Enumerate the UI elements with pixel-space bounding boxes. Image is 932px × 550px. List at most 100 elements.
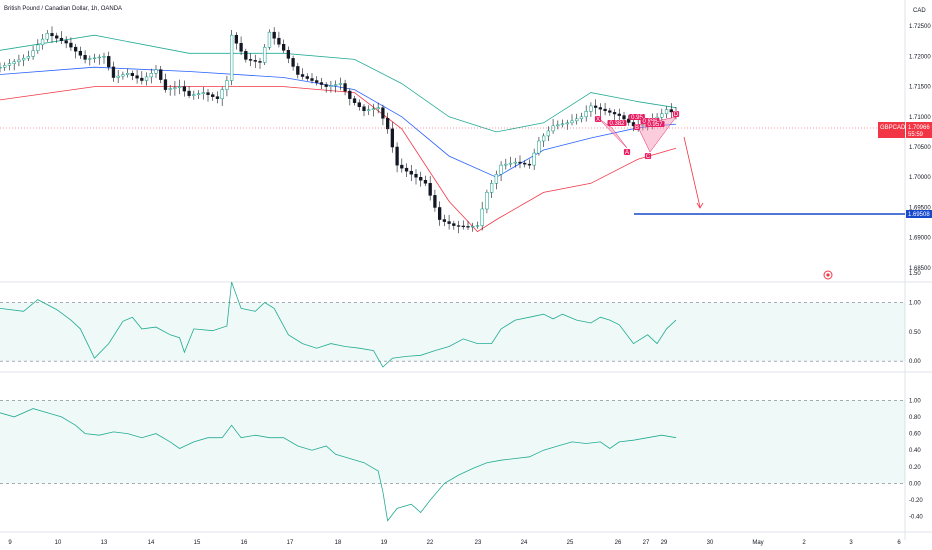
candle-body: [17, 59, 21, 63]
candle-body: [253, 60, 257, 62]
price-axis-currency: CAD: [913, 8, 926, 14]
moving-average-line: [0, 66, 677, 178]
projection-arrow: [683, 136, 704, 209]
candle-body: [442, 219, 447, 222]
price-axis-tick: 1.68500: [909, 266, 931, 272]
candle-body: [371, 108, 376, 110]
candle-body: [116, 75, 120, 78]
time-axis-tick: 24: [521, 540, 528, 546]
candle-body: [211, 94, 215, 97]
time-axis-tick: 25: [567, 540, 574, 546]
candle-body: [88, 58, 92, 60]
price-pane[interactable]: 1.72500 1.72000 1.71500 1.71000 1.70500 1.700…: [0, 24, 931, 272]
candle-body: [508, 162, 513, 165]
time-axis-tick: 22: [427, 540, 434, 546]
oscillator-axis-tick: 1.50: [909, 271, 921, 277]
time-axis-tick: 10: [55, 540, 62, 546]
time-axis-tick: 9: [8, 540, 12, 546]
candle-body: [603, 108, 607, 112]
oscillator-axis-tick: -0.20: [909, 498, 923, 504]
candle-body: [55, 35, 59, 39]
candle-body: [50, 33, 54, 37]
candle-body: [400, 164, 404, 169]
candle-body: [182, 86, 187, 92]
last-price-symbol: GBPCAD: [880, 125, 906, 131]
time-axis-tick: 30: [707, 540, 714, 546]
candle-body: [475, 225, 480, 227]
candle-body: [466, 226, 470, 228]
candle-body: [409, 170, 413, 175]
oscillator-axis-tick: -0.40: [909, 515, 923, 521]
pattern-label-bg: [594, 116, 602, 122]
time-axis[interactable]: 9 10 13 14 15 16 17 18 19 22 23 24 25 26 27 29 30 May 2 3 6: [0, 531, 932, 546]
candle-body: [187, 90, 191, 96]
pattern-label-bg: [633, 124, 641, 130]
candle-body: [107, 56, 111, 68]
target-price-tag[interactable]: 1.69508: [906, 210, 932, 218]
candle-body: [206, 92, 210, 95]
time-axis-tick: May: [752, 540, 763, 546]
candle-body: [584, 111, 588, 118]
candle-body: [215, 96, 220, 99]
oscillator-pane-2[interactable]: 1.00 0.80 0.60 0.40 0.20 0.00 -0.20 -0.40: [0, 371, 932, 522]
candle-body: [159, 69, 163, 80]
pattern-label: 0.957: [647, 122, 663, 128]
candle-body: [201, 92, 205, 94]
time-axis-tick: 23: [475, 540, 482, 546]
candle-body: [26, 56, 31, 59]
candle-body: [319, 82, 324, 85]
candle-body: [352, 98, 357, 103]
price-axis-tick: 1.71500: [909, 85, 931, 91]
candle-body: [452, 223, 456, 226]
candle-body: [660, 113, 664, 118]
candle-body: [12, 61, 16, 64]
oscillator-pane-1[interactable]: 1.50 1.00 0.50 0.00: [0, 271, 932, 368]
time-axis-tick: 3: [849, 540, 853, 546]
candle-body: [281, 44, 286, 51]
oscillator-axis-tick: 0.80: [909, 415, 921, 421]
candle-body: [69, 42, 73, 48]
candle-body: [390, 128, 395, 148]
candle-body: [338, 83, 343, 85]
candle-body: [423, 180, 428, 184]
candle-body: [286, 50, 291, 59]
candle-body: [59, 37, 64, 41]
candle-body: [125, 73, 130, 75]
candle-body: [523, 162, 527, 165]
candle-body: [570, 120, 574, 124]
candle-body: [551, 125, 555, 132]
candle-body: [229, 34, 234, 81]
candle-body: [277, 37, 281, 45]
candle-body: [414, 173, 418, 178]
candle-body: [177, 86, 182, 88]
candle-body: [149, 73, 153, 78]
price-axis-tick: 1.70500: [909, 145, 931, 151]
candle-body: [395, 146, 399, 166]
time-axis-tick: 26: [615, 540, 622, 546]
event-marker-icon[interactable]: [823, 270, 833, 280]
time-axis-tick: 15: [194, 540, 201, 546]
oscillator-axis-tick: 1.00: [909, 301, 921, 307]
candle-body: [504, 163, 508, 166]
candle-body: [333, 84, 338, 86]
candle-body: [494, 173, 499, 184]
upper-band-line: [0, 34, 677, 133]
candle-body: [419, 176, 423, 181]
oscillator-axis-tick: 0.40: [909, 448, 921, 454]
candle-body: [244, 51, 248, 60]
candle-body: [291, 58, 295, 67]
candle-body: [196, 93, 201, 95]
pattern-label: X: [596, 117, 600, 123]
candle-body: [192, 94, 196, 96]
last-price-tag[interactable]: GBPCAD 1.70966 55:59: [878, 122, 932, 138]
candle-body: [3, 65, 7, 68]
candle-body: [471, 225, 475, 228]
pattern-label: D: [674, 112, 679, 118]
candle-body: [40, 38, 45, 46]
candle-body: [589, 105, 593, 112]
candle-body: [537, 140, 541, 154]
pattern-label-bg: [623, 149, 631, 155]
candle-body: [575, 118, 579, 122]
